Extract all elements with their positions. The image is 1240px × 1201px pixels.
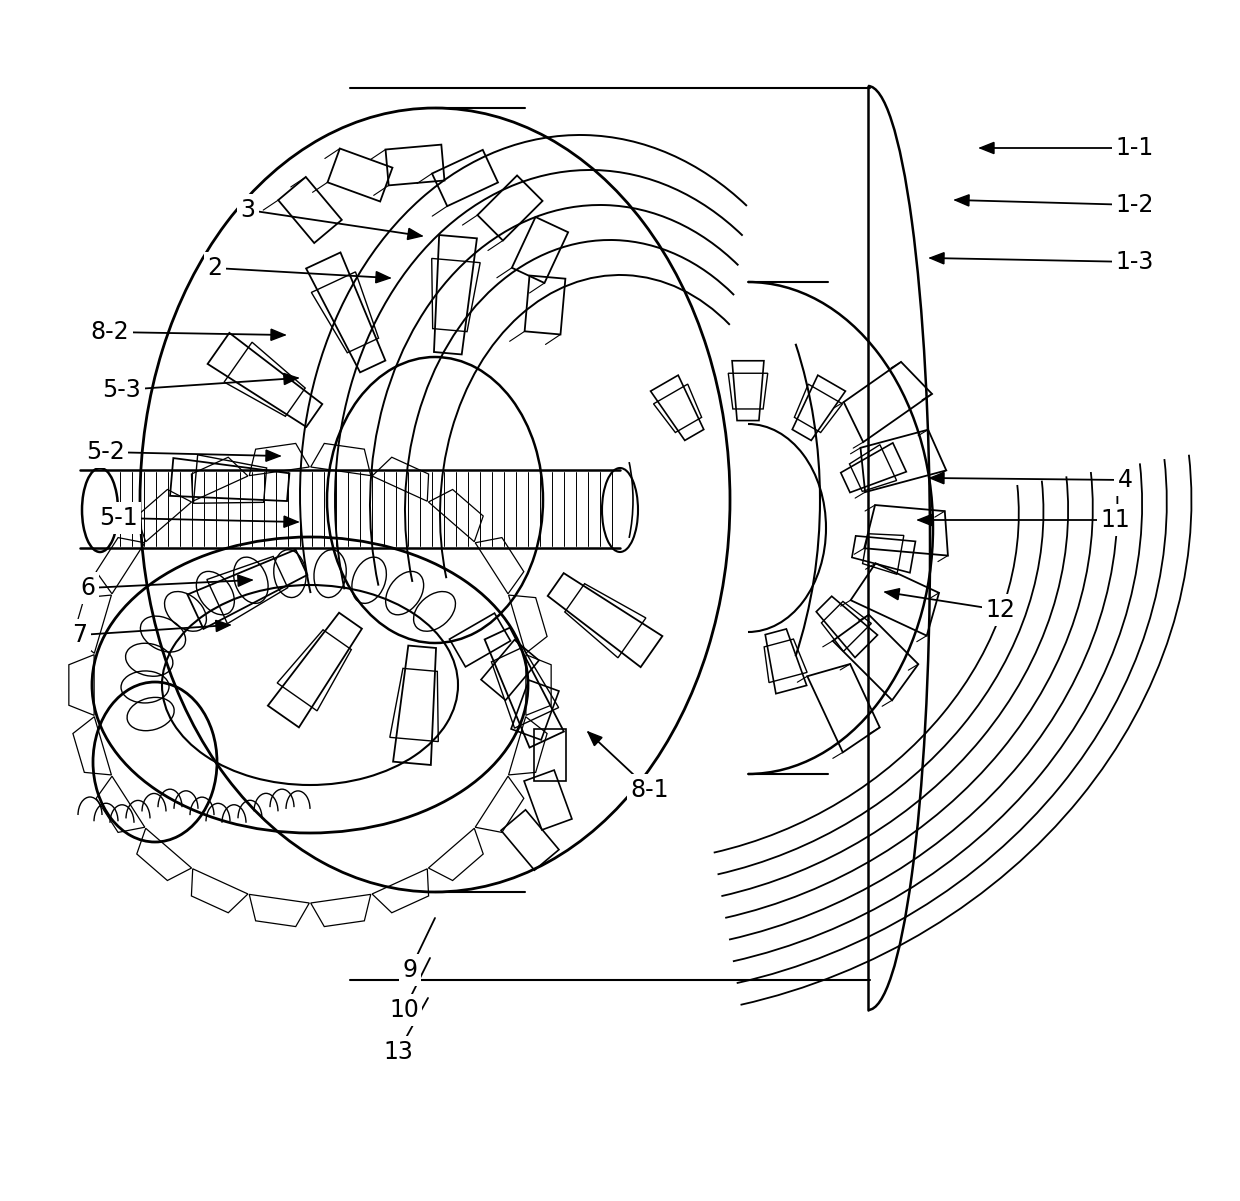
Polygon shape [407, 228, 422, 239]
Text: 8-1: 8-1 [631, 778, 670, 802]
Polygon shape [918, 514, 932, 526]
Polygon shape [238, 575, 252, 586]
Text: 9: 9 [403, 958, 418, 982]
Polygon shape [216, 621, 229, 632]
Text: 1-1: 1-1 [1116, 136, 1154, 160]
Polygon shape [284, 516, 298, 527]
Text: 3: 3 [241, 198, 255, 222]
Polygon shape [930, 472, 944, 484]
Polygon shape [588, 731, 603, 746]
Polygon shape [376, 271, 391, 282]
Polygon shape [930, 252, 944, 264]
Polygon shape [265, 450, 280, 461]
Text: 1-3: 1-3 [1116, 250, 1154, 274]
Text: 2: 2 [207, 256, 222, 280]
Polygon shape [955, 195, 970, 207]
Text: 6: 6 [81, 576, 95, 600]
Polygon shape [284, 374, 298, 384]
Text: 8-2: 8-2 [91, 319, 129, 343]
Text: 12: 12 [985, 598, 1014, 622]
Polygon shape [885, 588, 900, 599]
Text: 5-3: 5-3 [103, 378, 141, 402]
Text: 13: 13 [383, 1040, 413, 1064]
Text: 4: 4 [1117, 468, 1132, 492]
Text: 11: 11 [1100, 508, 1130, 532]
Text: 10: 10 [389, 998, 419, 1022]
Text: 7: 7 [72, 623, 88, 647]
Polygon shape [980, 143, 994, 154]
Text: 1-2: 1-2 [1116, 193, 1154, 217]
Text: 5-1: 5-1 [99, 506, 138, 530]
Text: 5-2: 5-2 [86, 440, 124, 464]
Polygon shape [270, 329, 285, 340]
